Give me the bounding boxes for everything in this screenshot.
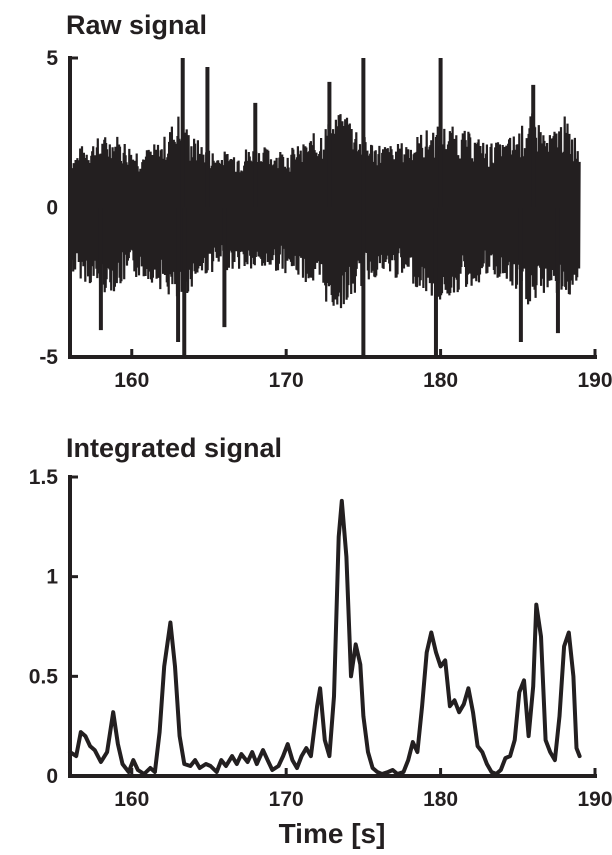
integrated-signal-x-tick-label: 190 <box>577 788 612 811</box>
integrated-signal-plot-area <box>68 498 582 776</box>
integrated-signal-panel: Integrated signal 160 170 180 190 0 0.5 1 1.5 T… <box>29 433 612 849</box>
integrated-signal-y-tick-label: 0 <box>46 765 58 788</box>
integrated-signal-ticks: 160 170 180 190 0 0.5 1 1.5 <box>29 466 612 811</box>
integrated-signal-y-tick-label: 1.5 <box>29 466 59 489</box>
raw-signal-panel: Raw signal 160 170 180 190 -5 0 5 <box>39 10 612 392</box>
raw-signal-ticks: 160 170 180 190 -5 0 5 <box>39 47 612 392</box>
integrated-signal-y-tick-label: 1 <box>46 566 58 589</box>
raw-signal-plot-area <box>68 58 581 357</box>
raw-signal-y-tick-label: 0 <box>46 197 58 220</box>
raw-signal-title: Raw signal <box>66 10 207 40</box>
raw-signal-x-tick-label: 190 <box>577 369 612 392</box>
raw-signal-x-tick-label: 180 <box>423 369 458 392</box>
raw-signal-x-tick-label: 170 <box>269 369 304 392</box>
integrated-signal-y-tick-label: 0.5 <box>29 665 59 688</box>
raw-signal-y-tick-label: -5 <box>39 346 58 369</box>
raw-signal-x-tick-label: 160 <box>114 369 149 392</box>
raw-signal-series-line <box>68 113 581 309</box>
integrated-signal-title: Integrated signal <box>66 433 282 463</box>
integrated-signal-x-tick-label: 170 <box>269 788 304 811</box>
integrated-signal-x-tick-label: 180 <box>423 788 458 811</box>
raw-signal-y-tick-label: 5 <box>46 47 58 70</box>
x-axis-label: Time [s] <box>279 818 386 849</box>
integrated-signal-series-line <box>68 498 582 776</box>
integrated-signal-x-tick-label: 160 <box>114 788 149 811</box>
